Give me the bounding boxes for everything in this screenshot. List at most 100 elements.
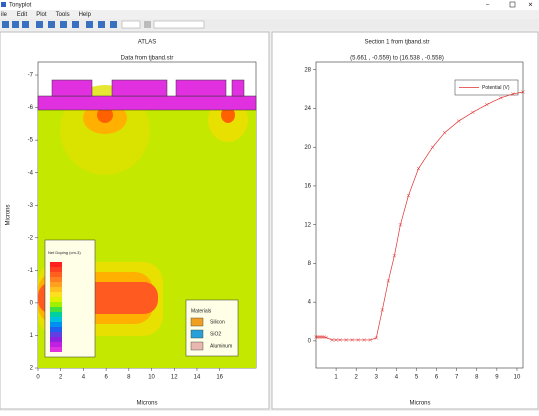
material-label: SiO2 xyxy=(210,331,221,337)
data-point xyxy=(356,338,360,342)
y-tick-label: 28 xyxy=(304,67,311,73)
color-swatch xyxy=(50,267,62,272)
doping-legend-title: Net Doping (cm-3) xyxy=(48,250,81,255)
color-swatch xyxy=(50,327,62,332)
aluminum-contact xyxy=(111,79,168,97)
data-point xyxy=(322,335,326,339)
x-tick-label: 2 xyxy=(59,375,63,381)
tool-icon[interactable] xyxy=(98,21,105,28)
aluminum-contact xyxy=(51,79,93,97)
y-tick-label: -7 xyxy=(28,73,34,79)
x-tick-label: 8 xyxy=(475,375,479,381)
tool-icon[interactable] xyxy=(144,21,151,28)
tool-icon[interactable] xyxy=(110,21,117,28)
plot-area xyxy=(315,61,524,369)
menu-item[interactable]: Tools xyxy=(56,12,70,18)
color-swatch xyxy=(50,322,62,327)
legend-box xyxy=(454,79,519,96)
material-swatch xyxy=(190,341,204,351)
x-tick-label: 4 xyxy=(395,375,399,381)
data-point xyxy=(334,338,338,342)
menu-item[interactable]: Plot xyxy=(36,12,47,18)
data-point xyxy=(374,336,379,340)
chart-subtitle: (5.661 , -0.559) to (16.538 , -0.558) xyxy=(350,56,444,62)
x-axis-label: Microns xyxy=(409,401,430,407)
data-point xyxy=(485,102,489,107)
y-tick-label: 4 xyxy=(308,300,312,306)
left-subtitle: Data from tjband.str xyxy=(121,56,174,62)
aluminum-contact xyxy=(175,79,227,97)
zoom-select[interactable] xyxy=(121,20,141,29)
x-tick-label: 10 xyxy=(514,375,521,381)
y-tick-label: 8 xyxy=(308,261,312,267)
contour xyxy=(221,107,235,123)
tool-icon[interactable] xyxy=(12,21,19,28)
y-tick-label: 0 xyxy=(30,300,34,306)
data-point xyxy=(456,119,461,123)
x-tick-label: 0 xyxy=(36,375,40,381)
toolbar xyxy=(0,19,539,30)
data-point xyxy=(511,92,515,96)
color-swatch xyxy=(50,317,62,322)
contour xyxy=(97,107,113,123)
data-point xyxy=(398,222,403,227)
tool-icon[interactable] xyxy=(2,21,9,28)
tool-icon[interactable] xyxy=(86,21,93,28)
color-swatch xyxy=(50,272,62,277)
x-tick-label: 4 xyxy=(82,375,86,381)
color-swatch xyxy=(50,337,62,342)
data-point xyxy=(470,110,475,115)
data-point xyxy=(330,338,334,342)
data-point xyxy=(499,96,503,100)
data-point xyxy=(386,279,391,283)
data-point xyxy=(350,338,354,342)
tool-icon[interactable] xyxy=(60,21,67,28)
tool-icon[interactable] xyxy=(22,21,29,28)
minimize[interactable]: – xyxy=(486,3,490,9)
x-tick-label: 6 xyxy=(104,375,108,381)
color-swatch xyxy=(50,297,62,302)
y-tick-label: 16 xyxy=(304,184,311,190)
material-swatch xyxy=(190,317,204,327)
maximize[interactable] xyxy=(509,1,516,8)
data-point xyxy=(430,145,435,149)
y-tick-label: -4 xyxy=(28,170,34,176)
data-point xyxy=(380,308,385,312)
color-swatch xyxy=(50,342,62,347)
close[interactable]: ✕ xyxy=(528,3,533,9)
color-swatch xyxy=(50,292,62,297)
aluminum-contact xyxy=(231,79,245,97)
tool-icon[interactable] xyxy=(72,21,79,28)
y-tick-label: 24 xyxy=(304,106,311,112)
menu-item[interactable]: ile xyxy=(1,12,8,18)
y-tick-label: -3 xyxy=(28,203,34,209)
x-tick-label: 5 xyxy=(415,375,419,381)
data-point xyxy=(406,193,411,198)
x-tick-label: 16 xyxy=(216,375,223,381)
y-tick-label: 20 xyxy=(304,145,311,151)
chart-title: Section 1 from tjband.str xyxy=(364,40,429,46)
data-point xyxy=(392,253,397,258)
tool-icon[interactable] xyxy=(36,21,43,28)
x-tick-label: 7 xyxy=(455,375,459,381)
y-tick-label: -6 xyxy=(28,105,34,111)
color-swatch xyxy=(50,302,62,307)
title-bar xyxy=(0,0,539,10)
menu-item[interactable]: Help xyxy=(79,12,92,18)
color-swatch xyxy=(50,307,62,312)
material-label: Silicon xyxy=(210,319,225,325)
x-tick-label: 3 xyxy=(375,375,379,381)
data-point xyxy=(344,338,348,342)
data-point xyxy=(442,130,447,135)
tool-icon[interactable] xyxy=(48,21,55,28)
plot-select[interactable] xyxy=(153,20,205,29)
legend-label: Potential (V) xyxy=(482,85,510,91)
materials-legend: Materials Silicon SiO2 Aluminum xyxy=(185,299,239,357)
data-point xyxy=(362,338,367,342)
legend: Potential (V) xyxy=(454,79,519,96)
menu-item[interactable]: Edit xyxy=(17,12,28,18)
color-swatch xyxy=(50,332,62,337)
y-tick-label: 2 xyxy=(30,366,34,372)
data-point xyxy=(324,335,328,340)
y-tick-label: -5 xyxy=(28,138,34,144)
